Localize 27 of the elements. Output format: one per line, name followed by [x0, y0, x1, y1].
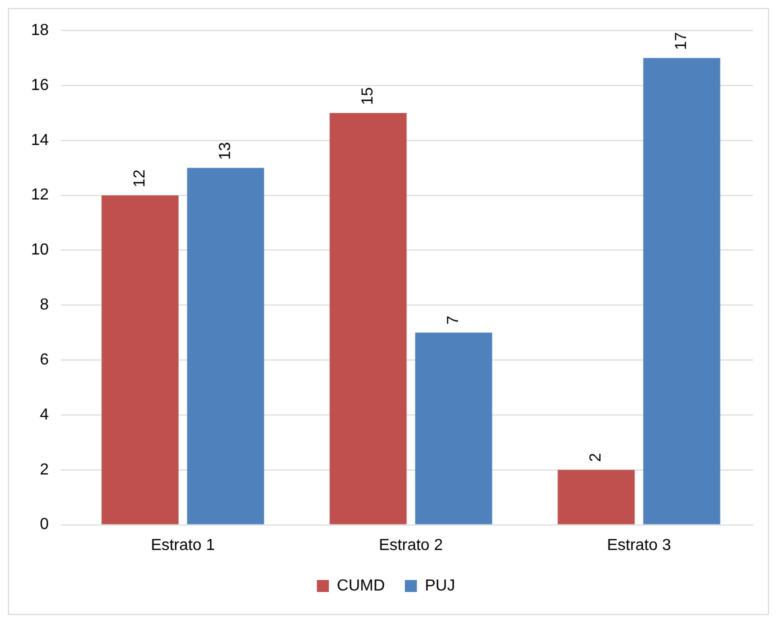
- y-tick-label: 6: [40, 351, 49, 368]
- bar: [102, 195, 179, 524]
- bar: [330, 112, 407, 524]
- y-tick-label: 2: [40, 461, 49, 478]
- bar: [187, 168, 264, 524]
- bar: [558, 470, 635, 524]
- data-label: 7: [445, 316, 462, 325]
- y-tick-label: 10: [31, 242, 49, 259]
- legend-label: CUMD: [336, 577, 385, 594]
- x-tick-label: Estrato 3: [606, 536, 672, 554]
- x-tick-label: Estrato 1: [150, 536, 215, 554]
- y-tick-label: 14: [31, 132, 49, 149]
- bar: [415, 332, 492, 524]
- x-tick-label: Estrato 2: [378, 536, 444, 554]
- y-tick-label: 8: [40, 296, 49, 314]
- data-label: 17: [673, 32, 690, 50]
- data-label: 12: [131, 169, 148, 188]
- y-tick-label: 0: [40, 516, 49, 534]
- data-label: 2: [588, 452, 605, 462]
- data-label: 15: [360, 87, 377, 105]
- legend-label: PUJ: [424, 577, 456, 594]
- data-label: 13: [217, 142, 234, 160]
- y-tick-label: 18: [31, 22, 49, 40]
- y-tick-label: 16: [31, 76, 49, 94]
- y-tick-label: 4: [40, 406, 49, 424]
- y-tick-label: 12: [31, 186, 49, 204]
- bar: [643, 58, 720, 524]
